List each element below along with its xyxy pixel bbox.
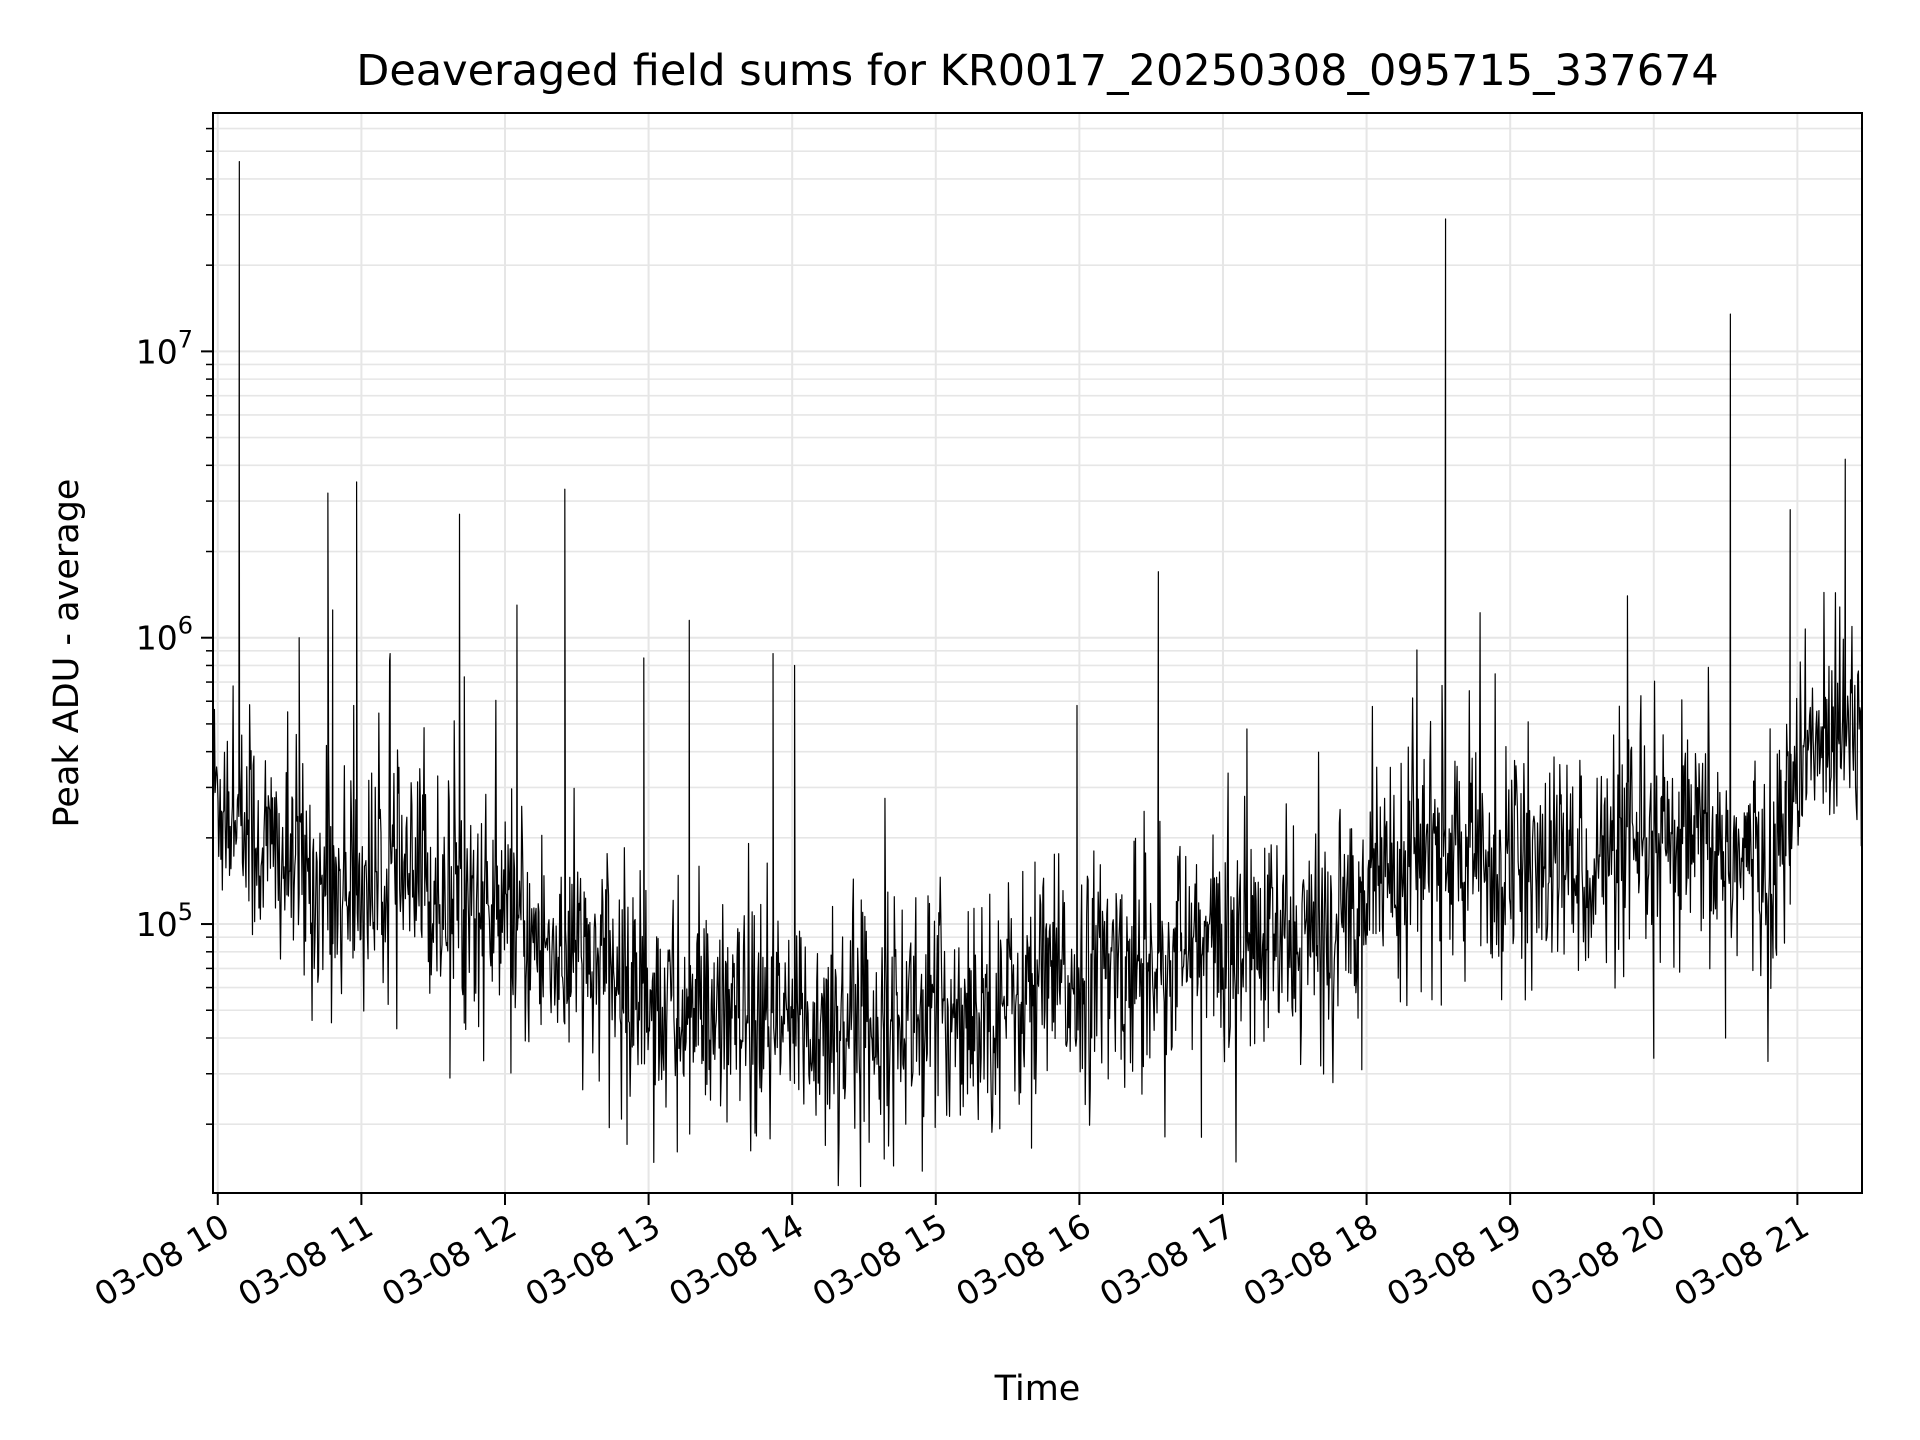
plot-area	[213, 161, 1862, 1188]
y-tick-label-exponent: 6	[178, 612, 193, 640]
y-tick-label: 105	[136, 898, 193, 944]
x-axis-label: Time	[994, 1369, 1081, 1409]
y-tick-label-base: 10	[136, 905, 178, 944]
y-tick-label: 106	[136, 612, 193, 658]
chart-title: Deaveraged field sums for KR0017_2025030…	[356, 46, 1719, 96]
y-tick-label: 107	[136, 325, 193, 371]
y-tick-label-exponent: 5	[178, 898, 193, 926]
y-tick-label-base: 10	[136, 619, 178, 658]
y-tick-label-exponent: 7	[178, 325, 193, 353]
y-axis-label: Peak ADU - average	[47, 479, 87, 828]
series-line	[213, 161, 1862, 1188]
y-tick-label-base: 10	[136, 332, 178, 371]
plot-frame	[212, 112, 1863, 1194]
